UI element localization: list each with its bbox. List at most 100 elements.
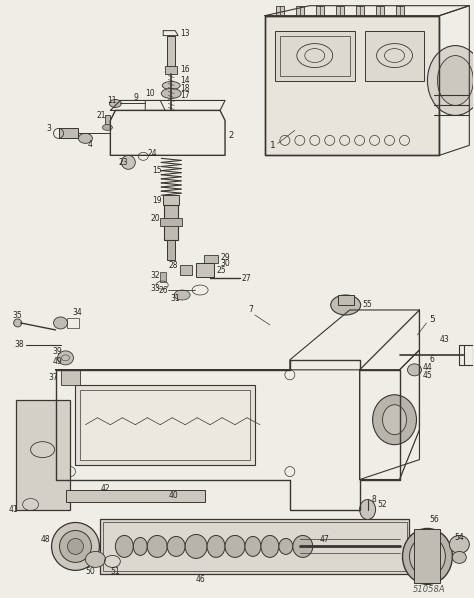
Bar (164, 205, 178, 240)
Ellipse shape (207, 535, 225, 557)
Text: 6: 6 (429, 355, 434, 364)
Text: 55: 55 (363, 300, 373, 310)
Text: 27: 27 (242, 273, 252, 282)
Ellipse shape (293, 535, 313, 557)
Text: 16: 16 (180, 65, 190, 74)
Ellipse shape (452, 551, 466, 563)
Text: 56: 56 (429, 515, 439, 524)
Ellipse shape (245, 536, 261, 556)
Bar (163, 195, 179, 205)
Bar (365, 30, 424, 81)
Ellipse shape (174, 290, 190, 300)
Bar (316, 6, 324, 16)
Bar (180, 265, 192, 275)
Text: 54: 54 (455, 533, 464, 542)
Ellipse shape (133, 538, 147, 556)
Ellipse shape (167, 536, 185, 556)
Bar (167, 36, 175, 66)
Text: 40: 40 (168, 491, 178, 500)
Text: 28: 28 (168, 261, 178, 270)
Ellipse shape (79, 133, 92, 144)
Ellipse shape (279, 538, 293, 554)
Ellipse shape (102, 124, 112, 130)
Ellipse shape (360, 499, 375, 520)
Ellipse shape (438, 56, 474, 105)
Ellipse shape (14, 319, 22, 327)
Text: 43: 43 (439, 335, 449, 344)
Ellipse shape (410, 536, 446, 576)
Ellipse shape (161, 89, 181, 99)
Ellipse shape (383, 405, 407, 435)
Bar (204, 255, 218, 263)
Text: 26: 26 (158, 285, 168, 295)
Text: 37: 37 (48, 373, 58, 382)
Text: 32: 32 (150, 270, 160, 279)
Bar (75, 385, 255, 465)
Text: 24: 24 (147, 149, 157, 158)
Text: 35: 35 (13, 312, 22, 321)
Text: 51058A: 51058A (413, 585, 446, 594)
Ellipse shape (147, 535, 167, 557)
Ellipse shape (402, 529, 452, 584)
Text: 7: 7 (248, 306, 253, 315)
Bar (167, 240, 175, 260)
Bar (61, 370, 81, 385)
Bar (81, 390, 250, 460)
Ellipse shape (115, 535, 133, 557)
Text: 34: 34 (73, 309, 82, 318)
Ellipse shape (261, 535, 279, 557)
Text: 39: 39 (53, 347, 62, 356)
Bar (275, 30, 355, 81)
Bar (165, 66, 177, 74)
Ellipse shape (225, 535, 245, 557)
Text: 18: 18 (180, 84, 190, 93)
Text: 20: 20 (150, 213, 160, 222)
Ellipse shape (373, 395, 417, 445)
Text: 38: 38 (15, 340, 24, 349)
Text: 41: 41 (9, 505, 18, 514)
Bar (65, 490, 205, 502)
Bar (280, 36, 350, 75)
Text: 3: 3 (46, 124, 52, 133)
Bar (160, 218, 182, 226)
Bar (296, 6, 304, 16)
Ellipse shape (85, 551, 105, 568)
Text: 11: 11 (108, 96, 117, 105)
Text: 4: 4 (87, 140, 92, 149)
Text: 42: 42 (100, 484, 110, 493)
Bar (276, 6, 284, 16)
Bar (16, 400, 71, 509)
Text: 46: 46 (195, 575, 205, 584)
Text: 13: 13 (180, 29, 190, 38)
Text: 47: 47 (320, 535, 329, 544)
Text: 2: 2 (228, 131, 233, 140)
Text: 10: 10 (145, 89, 155, 98)
Bar (67, 318, 80, 328)
Text: 48: 48 (41, 535, 50, 544)
Text: 15: 15 (152, 166, 162, 175)
Text: 9: 9 (133, 93, 138, 102)
Text: 50: 50 (85, 567, 95, 576)
Ellipse shape (67, 538, 83, 554)
Bar (103, 523, 407, 571)
Ellipse shape (449, 535, 469, 553)
Bar (336, 6, 344, 16)
Bar (375, 6, 383, 16)
Ellipse shape (185, 535, 207, 559)
Bar (58, 129, 79, 138)
Bar (337, 295, 354, 305)
Ellipse shape (162, 81, 180, 90)
Text: 25: 25 (216, 266, 226, 274)
Text: 21: 21 (96, 111, 106, 120)
Text: 45: 45 (422, 371, 432, 380)
Bar (395, 6, 403, 16)
Text: 30: 30 (220, 258, 230, 267)
Bar (265, 16, 439, 155)
Ellipse shape (428, 45, 474, 115)
Bar (160, 272, 166, 282)
Text: 52: 52 (378, 500, 387, 509)
Bar (100, 520, 410, 574)
Text: 44: 44 (422, 364, 432, 373)
Ellipse shape (57, 351, 73, 365)
Text: 1: 1 (270, 141, 276, 150)
